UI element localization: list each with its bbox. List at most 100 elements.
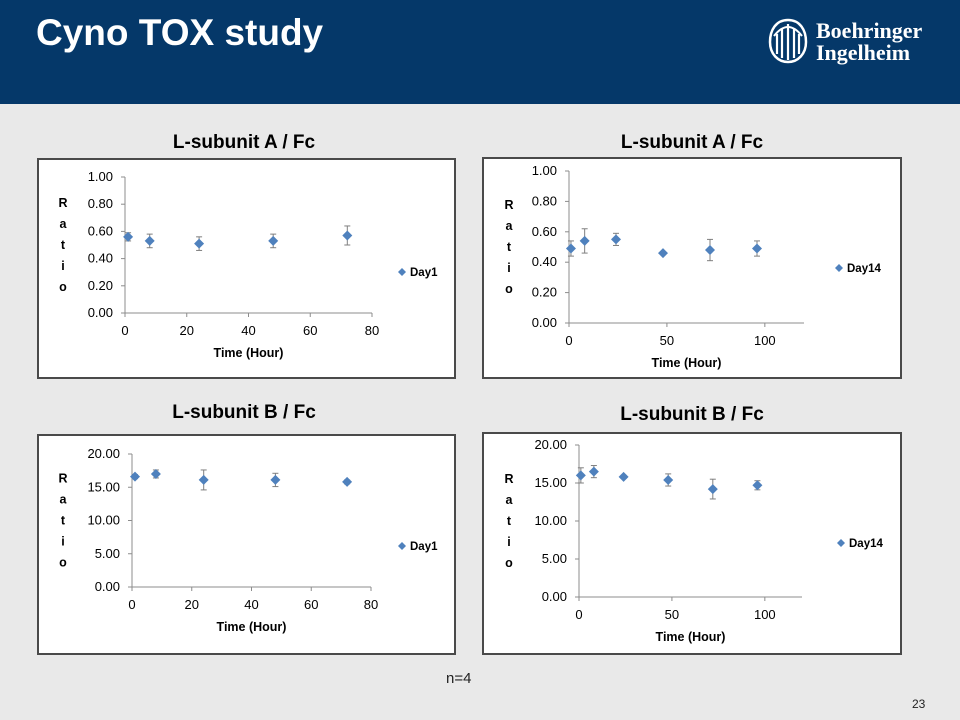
logo-text-line1: Boehringer [816,18,923,43]
chart-svg: 0.00 5.00 10.00 15.00 20.00 0 50 100 Time (Hour)… [504,437,883,644]
chart-title-bottom-left: L-subunit B / Fc [172,402,316,423]
x-tick-label: 0 [128,597,135,612]
x-tick-label: 100 [754,607,776,622]
data-point-group [618,471,629,482]
data-point-marker [707,484,718,495]
chart-svg: 0.00 0.20 0.40 0.60 0.80 1.00 0 20 40 60 80 Time (H… [58,169,438,360]
y-tick-label: 0.20 [88,278,113,293]
page-number: 23 [912,697,926,711]
chart-panel-a-day1: 0.00 0.20 0.40 0.60 0.80 1.00 0 20 40 60 80 Time (H… [37,158,456,379]
y-tick-label: 0.40 [88,251,113,266]
y-tick-label: 20.00 [534,437,567,452]
x-tick-label: 100 [754,333,776,348]
y-tick-label: 0.60 [532,224,557,239]
header-bar: Cyno TOX study Boehringer Ingelheim [0,0,960,104]
x-tick-label: 0 [121,323,128,338]
data-point-group [705,238,715,262]
chart-title-bottom-right: L-subunit B / Fc [620,404,764,425]
data-point-marker [342,230,353,241]
data-point-group [268,233,279,249]
y-tick-label: 10.00 [87,513,120,528]
data-point-group [579,228,590,254]
y-tick-label: 0.40 [532,254,557,269]
data-point-marker [129,471,140,482]
chart-panel-b-day1: 0.00 5.00 10.00 15.00 20.00 0 20 40 60 80 Time (Ho… [37,434,456,655]
y-tick-label: 0.80 [88,196,113,211]
footnote-sample-size: n=4 [446,670,472,687]
data-point-group [752,240,762,257]
data-point-marker [198,474,209,485]
data-point-group [342,225,353,246]
data-point-group [565,240,576,257]
legend-label: Day1 [410,267,438,279]
x-tick-label: 0 [565,333,572,348]
y-tick-label: 15.00 [87,479,120,494]
legend-label: Day14 [847,263,881,275]
chart-panel-a-day14: 0.00 0.20 0.40 0.60 0.80 1.00 0 50 100 Time (Hour… [482,157,902,379]
data-point-group [198,469,209,491]
chart-panel-b-day14: 0.00 5.00 10.00 15.00 20.00 0 50 100 Time (Hour)… [482,432,902,655]
data-point-group [588,465,599,479]
data-point-marker [144,235,155,246]
data-point-marker [123,231,134,242]
data-point-marker [270,474,281,485]
y-tick-label: 1.00 [88,169,113,184]
legend-marker [398,542,406,550]
logo-emblem-icon [768,18,808,64]
x-axis-label: Time (Hour) [217,620,287,634]
x-axis-label: Time (Hour) [656,630,726,644]
x-tick-label: 50 [665,607,679,622]
x-tick-label: 40 [244,597,258,612]
y-tick-label: 0.00 [95,579,120,594]
legend-marker [398,268,406,276]
logo-text-line2: Ingelheim [816,40,911,65]
data-point-marker [565,243,576,254]
data-point-group [752,480,763,491]
data-point-marker [705,245,715,256]
data-point-group [270,472,281,488]
chart-title-top-right: L-subunit A / Fc [620,132,764,153]
y-tick-label: 0.60 [88,223,113,238]
data-point-marker [588,466,599,477]
y-tick-label: 0.20 [532,285,557,300]
data-point-marker [611,234,621,245]
data-point-group [575,467,586,484]
data-point-marker [752,480,763,491]
chart-title-top-left: L-subunit A / Fc [172,132,316,153]
y-tick-label: 0.80 [532,193,557,208]
x-tick-label: 60 [303,323,317,338]
data-point-marker [579,235,590,246]
data-point-group [144,233,155,249]
data-point-group [707,478,718,500]
x-axis-label: Time (Hour) [652,356,722,370]
y-tick-label: 20.00 [87,446,120,461]
x-tick-label: 0 [575,607,582,622]
data-point-marker [342,476,353,487]
data-point-group [194,236,205,251]
legend-marker [837,539,845,547]
legend-label: Day14 [849,538,883,550]
legend-marker [835,264,843,272]
y-tick-label: 15.00 [534,475,567,490]
company-logo: Boehringer Ingelheim [766,16,946,68]
x-tick-label: 20 [185,597,199,612]
y-tick-label: 0.00 [542,589,567,604]
x-axis-label: Time (Hour) [214,346,284,360]
y-tick-label: 0.00 [88,305,113,320]
data-point-marker [752,243,762,254]
x-tick-label: 60 [304,597,318,612]
chart-svg: 0.00 0.20 0.40 0.60 0.80 1.00 0 50 100 Time (Hour… [504,163,881,370]
legend-label: Day1 [410,541,438,553]
data-point-marker [618,471,629,482]
data-point-group [658,248,668,259]
data-point-group [129,471,140,482]
x-tick-label: 80 [364,597,378,612]
y-tick-label: 1.00 [532,163,557,178]
data-point-group [663,473,674,487]
data-point-marker [575,470,586,481]
data-point-group [342,476,353,487]
y-tick-label: 0.00 [532,315,557,330]
